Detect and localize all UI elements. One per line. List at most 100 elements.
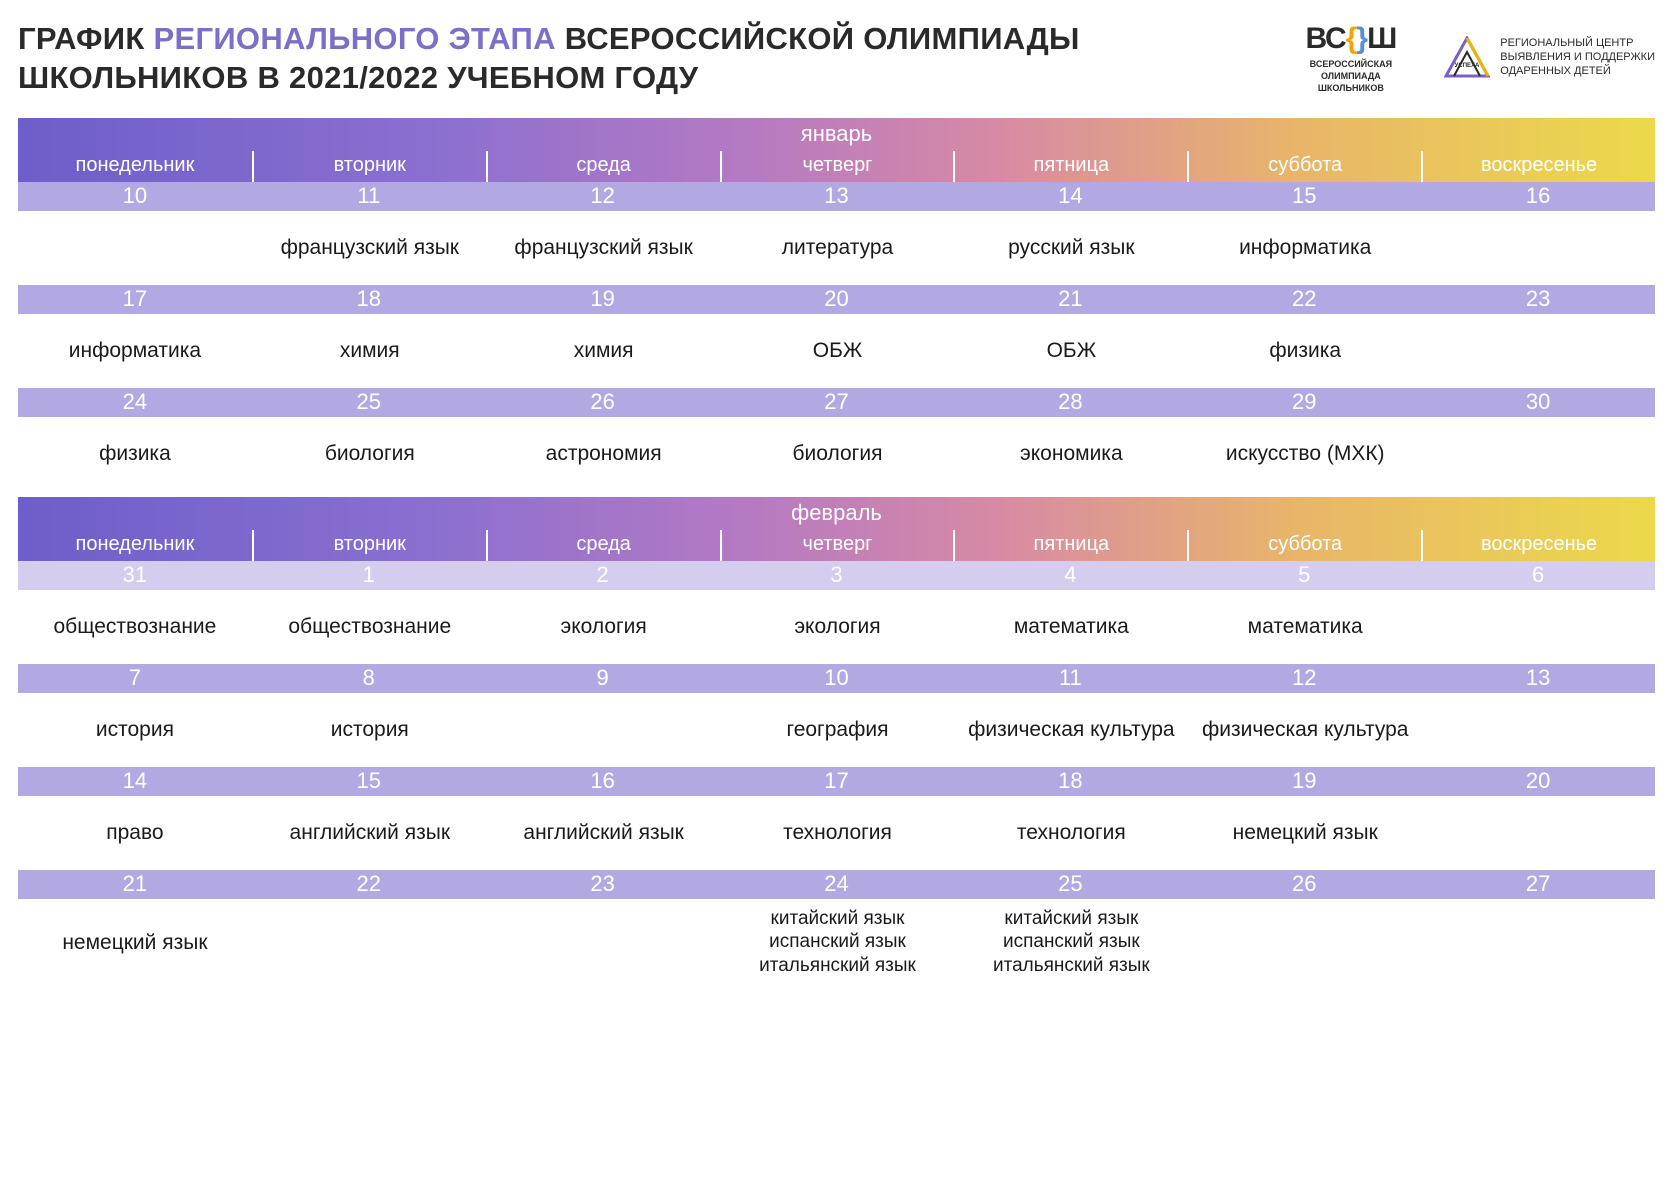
logo-center-l3: ОДАРЕННЫХ ДЕТЕЙ xyxy=(1500,65,1655,79)
day-number: 1 xyxy=(252,561,486,590)
subject: астрономия xyxy=(546,441,662,466)
subjects-row: немецкий языккитайский языкиспанский язы… xyxy=(18,899,1655,986)
subject: история xyxy=(96,717,174,742)
logo-regional-center: УСПЕХА РЕГИОНАЛЬНЫЙ ЦЕНТР ВЫЯВЛЕНИЯ И ПО… xyxy=(1444,36,1655,80)
subjects-row: история история география физическая культу… xyxy=(18,693,1655,767)
subject-cell: история xyxy=(252,693,486,767)
subject: английский язык xyxy=(523,820,683,845)
day-of-week: четверг xyxy=(720,151,954,182)
day-number: 27 xyxy=(720,388,954,417)
subject-cell: технология xyxy=(720,796,954,870)
subject-cell: химия xyxy=(252,314,486,388)
month-label: февраль xyxy=(18,497,1655,530)
subject-cell: информатика xyxy=(18,314,252,388)
day-number: 10 xyxy=(720,664,954,693)
subject-cell: русский язык xyxy=(953,211,1187,285)
subject: экология xyxy=(560,614,646,639)
day-number: 18 xyxy=(252,285,486,314)
subject: математика xyxy=(1014,614,1129,639)
subject-cell xyxy=(1421,314,1655,388)
subject: итальянский язык xyxy=(993,954,1150,978)
day-number: 16 xyxy=(1421,182,1655,211)
subject: английский язык xyxy=(290,820,450,845)
day-number: 27 xyxy=(1421,870,1655,899)
subject-cell: экономика xyxy=(953,417,1187,491)
subject: китайский язык xyxy=(1004,907,1138,931)
subject-cell: физика xyxy=(1187,314,1421,388)
subject-cell: физическая культура xyxy=(953,693,1187,767)
day-number: 25 xyxy=(953,870,1187,899)
subject-cell: искусство (МХК) xyxy=(1187,417,1421,491)
subject-cell: английский язык xyxy=(252,796,486,870)
subjects-row: правоанглийский языканглийский языктехно… xyxy=(18,796,1655,870)
day-number: 14 xyxy=(953,182,1187,211)
page-title: ГРАФИК РЕГИОНАЛЬНОГО ЭТАПА ВСЕРОССИЙСКОЙ… xyxy=(18,20,1080,98)
day-number: 28 xyxy=(953,388,1187,417)
logo-vsosh-left: ВС xyxy=(1306,22,1346,57)
subject-cell xyxy=(486,899,720,986)
logo-badge-text: УСПЕХА xyxy=(1455,63,1480,69)
day-number: 23 xyxy=(1421,285,1655,314)
subject: ОБЖ xyxy=(813,338,863,363)
triangle-logo-icon: УСПЕХА xyxy=(1444,36,1490,80)
day-number: 11 xyxy=(953,664,1187,693)
header: ГРАФИК РЕГИОНАЛЬНОГО ЭТАПА ВСЕРОССИЙСКОЙ… xyxy=(18,20,1655,98)
subjects-row: информатика химия химия ОБЖ ОБЖ физика xyxy=(18,314,1655,388)
subject: испанский язык xyxy=(1003,930,1140,954)
subject-cell xyxy=(486,693,720,767)
day-of-week: четверг xyxy=(720,530,954,561)
logo-center-l1: РЕГИОНАЛЬНЫЙ ЦЕНТР xyxy=(1500,37,1655,51)
subject: немецкий язык xyxy=(62,930,207,955)
day-number: 26 xyxy=(1187,870,1421,899)
subject: физика xyxy=(1269,338,1341,363)
day-number: 24 xyxy=(18,388,252,417)
subject-cell: физическая культура xyxy=(1187,693,1421,767)
subject: биология xyxy=(325,441,415,466)
subject: ОБЖ xyxy=(1047,338,1097,363)
logo-center-l2: ВЫЯВЛЕНИЯ И ПОДДЕРЖКИ xyxy=(1500,51,1655,65)
subject-cell: математика xyxy=(1187,590,1421,664)
subject: обществознание xyxy=(288,614,451,639)
title-line2: ШКОЛЬНИКОВ В 2021/2022 УЧЕБНОМ ГОДУ xyxy=(18,60,698,95)
day-number: 29 xyxy=(1187,388,1421,417)
logo-vsosh-line3: ШКОЛЬНИКОВ xyxy=(1318,83,1384,93)
subjects-row: обществознаниеобществознаниеэкологияэкол… xyxy=(18,590,1655,664)
logo-vsosh-line2: ОЛИМПИАДА xyxy=(1321,71,1381,81)
month-label: январь xyxy=(18,118,1655,151)
subject: биология xyxy=(793,441,883,466)
subject: технология xyxy=(1017,820,1126,845)
day-number-row: 78910111213 xyxy=(18,664,1655,693)
subject-cell: обществознание xyxy=(18,590,252,664)
subject-cell xyxy=(1421,796,1655,870)
subject: химия xyxy=(574,338,634,363)
subject-cell: биология xyxy=(720,417,954,491)
subject: география xyxy=(787,717,889,742)
day-of-week: суббота xyxy=(1187,151,1421,182)
subject-cell xyxy=(1187,899,1421,986)
subject: физическая культура xyxy=(1202,717,1409,742)
subject: китайский язык xyxy=(771,907,905,931)
day-number: 17 xyxy=(720,767,954,796)
subject: физика xyxy=(99,441,171,466)
title-prefix: ГРАФИК xyxy=(18,21,154,56)
day-number: 15 xyxy=(252,767,486,796)
day-of-week: вторник xyxy=(252,151,486,182)
day-of-week: воскресенье xyxy=(1421,151,1655,182)
day-number: 25 xyxy=(252,388,486,417)
subject: химия xyxy=(340,338,400,363)
subject-cell: экология xyxy=(486,590,720,664)
bracket-right-icon: } xyxy=(1356,22,1367,57)
days-of-week-row: понедельниквторниксредачетвергпятницасуб… xyxy=(18,151,1655,182)
day-number: 2 xyxy=(486,561,720,590)
subject-cell: география xyxy=(720,693,954,767)
subject: немецкий язык xyxy=(1233,820,1378,845)
subject-cell: информатика xyxy=(1187,211,1421,285)
day-of-week: понедельник xyxy=(18,530,252,561)
day-number: 12 xyxy=(486,182,720,211)
logo-vsosh: ВС{}Ш ВСЕРОССИЙСКАЯ ОЛИМПИАДА ШКОЛЬНИКОВ xyxy=(1306,22,1397,94)
day-number: 26 xyxy=(486,388,720,417)
subject-cell: астрономия xyxy=(486,417,720,491)
title-rest: ВСЕРОССИЙСКОЙ ОЛИМПИАДЫ xyxy=(556,21,1080,56)
subject: математика xyxy=(1248,614,1363,639)
subject-cell: немецкий язык xyxy=(18,899,252,986)
